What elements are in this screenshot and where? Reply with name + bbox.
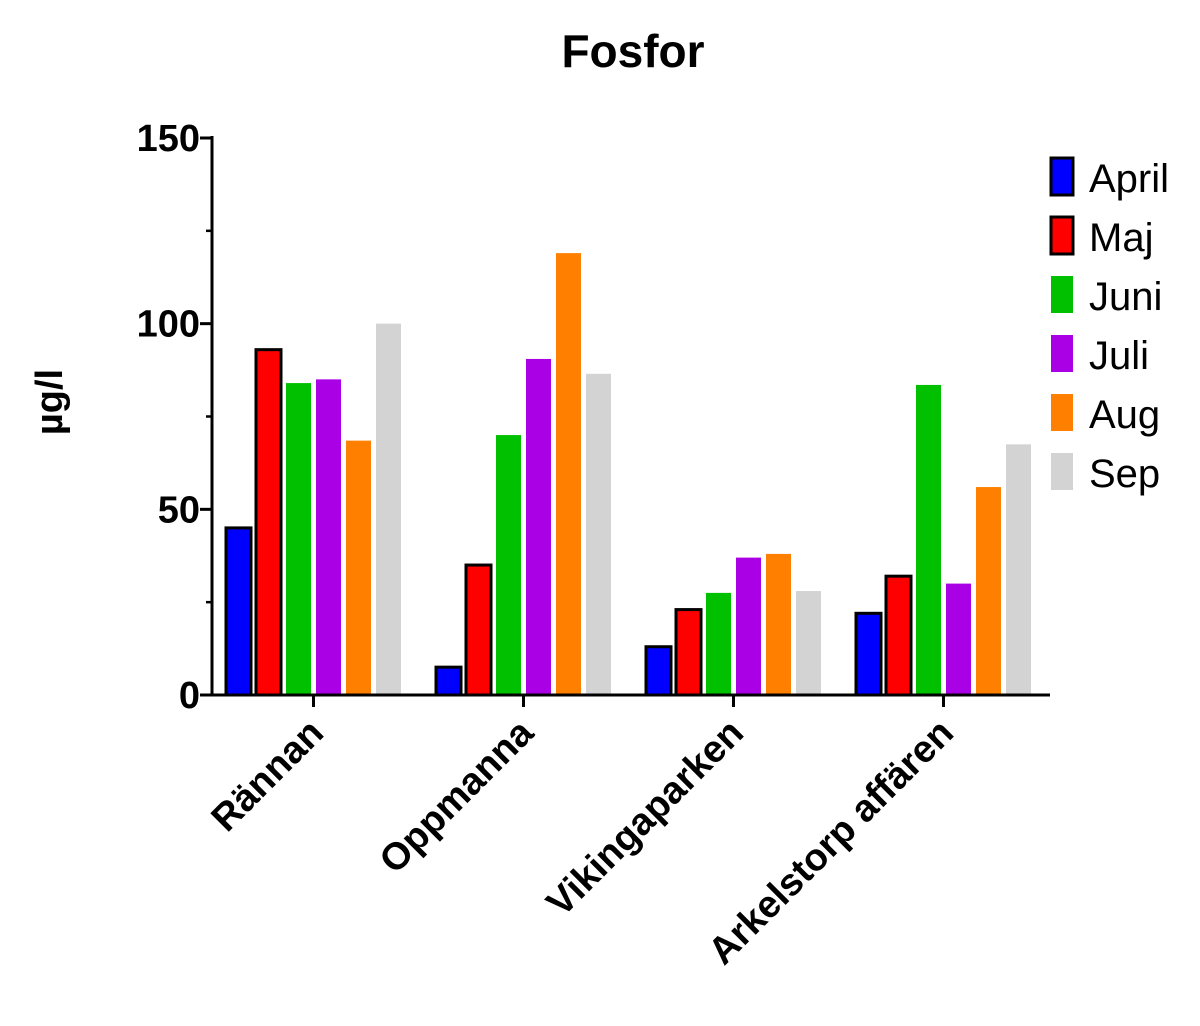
bar-juni-1 [496,435,521,695]
bar-juli-0 [316,379,341,695]
y-ticks-group: 0 50 100 150 [137,118,212,717]
bar-maj-1 [464,563,493,697]
bar-april-2 [644,645,673,697]
legend-label-maj: Maj [1089,216,1153,260]
y-tick-label: 100 [137,304,200,346]
legend-label-juli: Juli [1089,334,1149,378]
bar-sep-3 [1006,444,1031,695]
legend-swatch-maj [1049,215,1075,256]
bar-aug-2 [766,553,791,695]
y-tick-label: 150 [137,118,200,160]
bar-juli-3 [946,583,971,695]
bar-juli-1 [526,358,551,695]
legend-label-aug: Aug [1089,393,1160,437]
y-tick-label: 50 [158,489,200,531]
bar-maj-0 [254,348,283,697]
bar-april-0 [224,526,253,697]
x-tick-label: Vikingaparken [539,712,752,925]
legend: April Maj Juni Juli Aug Sep [1049,156,1169,496]
bar-sep-2 [796,591,821,695]
y-axis-label: µg/l [29,369,71,435]
x-tick-label: Oppmanna [372,711,543,882]
bar-aug-3 [976,487,1001,695]
legend-swatch-aug [1051,394,1073,431]
bar-aug-1 [556,253,581,695]
y-tick-label: 0 [179,675,200,717]
legend-label-juni: Juni [1089,275,1162,319]
legend-swatch-juni [1051,276,1073,313]
bar-juni-2 [706,592,731,695]
bars-group [224,253,1031,697]
legend-swatch-juli [1051,335,1073,372]
bar-juni-3 [916,384,941,695]
bar-maj-2 [674,608,703,697]
legend-label-sep: Sep [1089,452,1160,496]
bar-juli-2 [736,557,761,695]
chart-title: Fosfor [561,25,704,77]
legend-swatch-april [1049,156,1075,197]
bar-april-1 [434,665,463,697]
bar-aug-0 [346,440,371,695]
legend-swatch-sep [1051,453,1073,490]
bar-april-3 [854,611,883,697]
bar-maj-3 [884,574,913,697]
legend-label-april: April [1089,157,1169,201]
bar-sep-0 [376,323,401,695]
bar-juni-0 [286,383,311,695]
x-tick-label: Rännan [204,712,332,840]
bar-sep-1 [586,373,611,695]
